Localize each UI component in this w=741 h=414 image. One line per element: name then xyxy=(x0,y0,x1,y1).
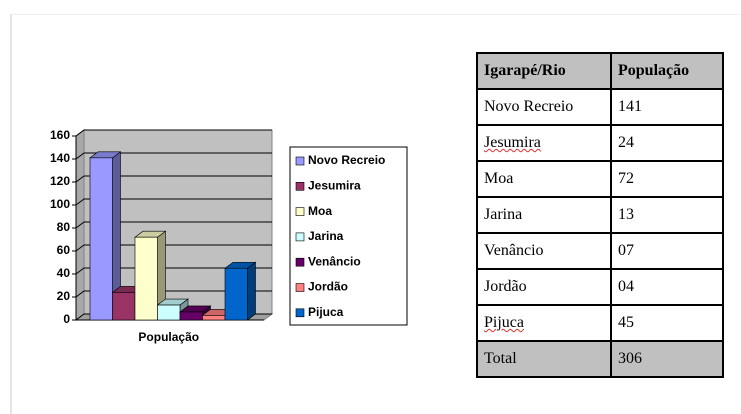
table-cell: 45 xyxy=(610,304,724,342)
y-tick-label: 120 xyxy=(50,174,70,188)
bar xyxy=(112,292,136,321)
grid-line xyxy=(75,267,272,275)
legend-label: Jesumira xyxy=(308,178,361,192)
bar xyxy=(202,315,226,321)
table-cell: 306 xyxy=(610,340,724,378)
grid-line xyxy=(75,175,272,183)
x-tick-label: População xyxy=(138,330,199,344)
legend-swatch xyxy=(295,182,305,191)
y-tick-label: 40 xyxy=(57,266,71,280)
cell-text: 07 xyxy=(618,242,634,259)
cell-text: 13 xyxy=(618,206,634,223)
table-row: Jarina 13 xyxy=(476,196,724,234)
grid-line xyxy=(75,129,272,137)
table-row: Jesumira 24 xyxy=(476,124,724,162)
table-cell: Total xyxy=(476,340,612,378)
y-tick-label: 140 xyxy=(50,151,70,165)
table-cell: Jarina xyxy=(476,196,612,234)
cell-text: População xyxy=(618,62,690,79)
table-row: Jordão 04 xyxy=(476,268,724,306)
cell-text: Jordão xyxy=(484,278,527,295)
grid-line xyxy=(75,290,272,298)
table-row: Total 306 xyxy=(476,340,724,378)
y-tick-label: 100 xyxy=(50,197,70,211)
table-row: Novo Recreio 141 xyxy=(476,88,724,126)
table-cell: 24 xyxy=(610,124,724,162)
bar xyxy=(89,157,113,321)
page-edge xyxy=(10,14,741,414)
table-cell: População xyxy=(610,52,724,90)
table-cell: 07 xyxy=(610,232,724,270)
cell-text: 24 xyxy=(618,134,634,151)
legend-swatch xyxy=(295,257,305,267)
cell-text: Venâncio xyxy=(484,242,544,259)
table-row: Pijuca 45 xyxy=(476,304,724,342)
table-cell: Moa xyxy=(476,160,612,198)
cell-text: Jesumira xyxy=(484,134,541,151)
table-cell: 04 xyxy=(610,268,724,306)
cell-text: 306 xyxy=(618,350,642,367)
table-cell: Jordão xyxy=(476,268,612,306)
y-tick-label: 20 xyxy=(57,289,71,303)
cell-text: Total xyxy=(484,350,517,367)
table-cell: Pijuca xyxy=(476,304,612,342)
grid-line xyxy=(75,221,272,229)
cell-text: Jarina xyxy=(484,206,523,223)
table-cell: Venâncio xyxy=(476,232,612,270)
legend-label: Moa xyxy=(308,204,332,218)
legend-label: Pijuca xyxy=(308,305,344,319)
y-tick-label: 0 xyxy=(63,312,70,326)
table-cell: Jesumira xyxy=(476,124,612,162)
cell-text: Pijuca xyxy=(484,314,524,331)
cell-text: 72 xyxy=(618,170,634,187)
bar-side xyxy=(247,261,256,321)
bar xyxy=(157,304,181,321)
cell-text: 04 xyxy=(618,278,634,295)
grid-line xyxy=(75,152,272,160)
legend-label: Novo Recreio xyxy=(308,153,385,167)
table-cell: 72 xyxy=(610,160,724,198)
legend-swatch xyxy=(295,283,305,292)
legend-swatch xyxy=(295,308,305,318)
grid-line xyxy=(75,244,272,252)
legend-swatch xyxy=(295,232,305,242)
table-row: Igarapé/Rio População xyxy=(476,52,724,90)
cell-text: 45 xyxy=(618,314,634,331)
cell-text: Moa xyxy=(484,170,514,187)
legend-swatch xyxy=(295,207,305,216)
cell-text: 141 xyxy=(618,98,642,115)
y-tick-label: 80 xyxy=(57,220,71,234)
bar xyxy=(134,236,158,321)
table-cell: 141 xyxy=(610,88,724,126)
legend-label: Venâncio xyxy=(308,254,361,268)
legend-label: Jarina xyxy=(308,229,344,243)
legend-box xyxy=(289,146,408,326)
table-cell: 13 xyxy=(610,196,724,234)
data-table: Igarapé/Rio População Novo Recreio 141 Jesum… xyxy=(476,52,724,378)
table-row: Venâncio 07 xyxy=(476,232,724,270)
table-cell: Novo Recreio xyxy=(476,88,612,126)
legend-label: Jordão xyxy=(308,280,348,294)
cell-text: Novo Recreio xyxy=(484,98,574,115)
y-tick-label: 160 xyxy=(50,128,70,142)
y-tick-label: 60 xyxy=(57,243,71,257)
table-row: Moa 72 xyxy=(476,160,724,198)
legend-swatch xyxy=(295,156,305,166)
bar xyxy=(179,311,203,321)
bar xyxy=(224,267,248,321)
cell-text: Igarapé/Rio xyxy=(484,62,566,79)
table-cell: Igarapé/Rio xyxy=(476,52,612,90)
grid-line xyxy=(75,198,272,206)
